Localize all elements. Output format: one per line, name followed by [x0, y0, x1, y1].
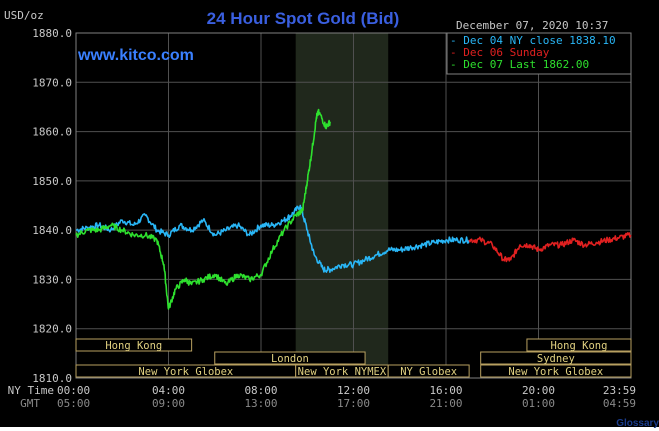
y-tick-label: 1860.0 [32, 126, 72, 139]
gmt-tick-label: 13:00 [244, 397, 277, 410]
y-tick-label: 1870.0 [32, 76, 72, 89]
series-line-dec06 [468, 232, 632, 263]
session-bar: New York NYMEX [295, 364, 389, 378]
market-session-bars: Hong Kong London New York Globex New York N… [75, 338, 632, 378]
ny-time-tick-label: 16:00 [429, 384, 462, 397]
session-bar: London [214, 351, 366, 365]
session-label: London [271, 353, 309, 365]
ny-time-tick-label: 04:00 [152, 384, 185, 397]
y-tick-label: 1830.0 [32, 273, 72, 286]
kitco-brand-text: www.kitco.com [77, 47, 194, 64]
legend-item-dec07: - Dec 07 Last 1862.00 [450, 58, 589, 71]
ny-time-tick-label: 12:00 [337, 384, 370, 397]
legend: - Dec 04 NY close 1838.10 - Dec 06 Sunda… [446, 32, 632, 75]
glossary-link[interactable]: Glossary [616, 418, 659, 429]
gmt-tick-label: 04:59 [603, 397, 636, 410]
nymex-shaded-region [295, 33, 389, 378]
session-bar: Hong Kong [75, 338, 193, 352]
session-label: Hong Kong [105, 340, 162, 352]
chart-grid [76, 33, 631, 378]
y-tick-label: 1840.0 [32, 224, 72, 237]
session-label: New York Globex [508, 366, 603, 378]
timestamp: December 07, 2020 10:37 [456, 19, 608, 32]
session-bar: New York Globex [75, 364, 297, 378]
y-axis-tick-labels: 1880.0 1870.0 1860.0 1850.0 1840.0 1830.0 1820… [32, 27, 72, 385]
session-bar: New York Globex [480, 364, 632, 378]
series-line-dec04 [75, 204, 470, 274]
y-axis-unit-label: USD/oz [4, 9, 44, 22]
session-bar: Hong Kong [526, 338, 632, 352]
y-tick-label: 1820.0 [32, 323, 72, 336]
session-label: New York Globex [138, 366, 233, 378]
gmt-tick-label: 21:00 [429, 397, 462, 410]
legend-item-dec04: - Dec 04 NY close 1838.10 [450, 34, 616, 47]
session-bar: NY Globex [387, 364, 470, 378]
session-label: Sydney [537, 353, 575, 365]
ny-time-tick-label: 23:59 [603, 384, 636, 397]
y-tick-label: 1810.0 [32, 372, 72, 385]
series-lines [75, 108, 632, 310]
session-label: NY Globex [400, 366, 457, 378]
legend-box [446, 32, 632, 75]
gmt-tick-label: 05:00 [57, 397, 90, 410]
session-label: New York NYMEX [298, 366, 387, 378]
ny-time-tick-label: 00:00 [57, 384, 90, 397]
session-bar: Sydney [480, 351, 632, 365]
gmt-tick-label: 09:00 [152, 397, 185, 410]
gmt-tick-label: 17:00 [337, 397, 370, 410]
session-label: Hong Kong [551, 340, 608, 352]
ny-time-tick-label: 08:00 [244, 384, 277, 397]
ny-time-row-label: NY Time [8, 384, 54, 397]
series-line-dec07 [75, 108, 332, 310]
chart-title: 24 Hour Spot Gold (Bid) [207, 9, 400, 28]
ny-time-tick-label: 20:00 [522, 384, 555, 397]
y-tick-label: 1880.0 [32, 27, 72, 40]
gmt-tick-label: 01:00 [522, 397, 555, 410]
legend-item-dec06: - Dec 06 Sunday [450, 46, 550, 59]
y-tick-label: 1850.0 [32, 175, 72, 188]
plot-border [75, 32, 632, 379]
gmt-row-label: GMT [20, 397, 40, 410]
